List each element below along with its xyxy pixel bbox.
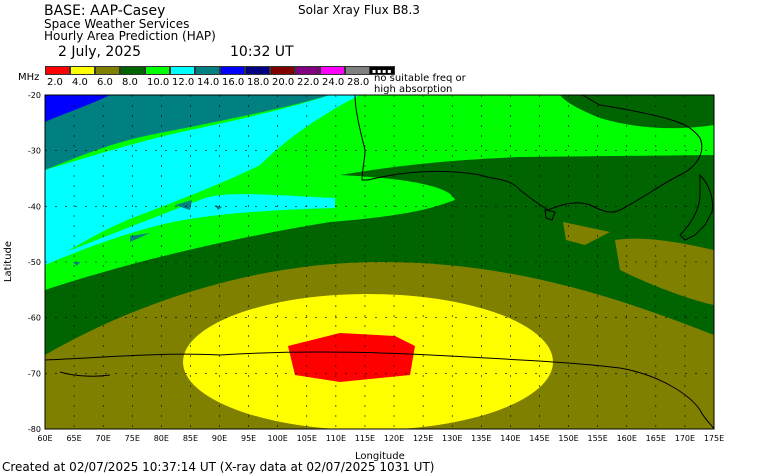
legend-swatch <box>45 66 70 75</box>
legend-swatch <box>70 66 95 75</box>
legend-swatch <box>270 66 295 75</box>
x-tick-label: 145E <box>529 434 549 443</box>
x-tick-label: 150E <box>558 434 578 443</box>
legend-swatch <box>195 66 220 75</box>
legend-label: 16.0 <box>222 77 245 88</box>
legend-label: 6.0 <box>97 77 113 88</box>
x-tick-label: 95E <box>241 434 256 443</box>
x-tick-label: 75E <box>125 434 140 443</box>
x-tick-label: 105E <box>297 434 317 443</box>
y-tick-label: -80 <box>28 425 41 434</box>
x-tick-label: 90E <box>212 434 227 443</box>
solar-xray-flux: Solar Xray Flux B8.3 <box>298 3 420 17</box>
band-16mhz <box>45 95 110 122</box>
legend-swatch <box>95 66 120 75</box>
legend-label: 4.0 <box>72 77 88 88</box>
legend-label: 10.0 <box>147 77 170 88</box>
legend-label: 8.0 <box>122 77 138 88</box>
y-tick-label: -20 <box>28 91 41 100</box>
antarctica-coast <box>45 351 714 429</box>
legend-swatch <box>120 66 145 75</box>
base-title: BASE: AAP-Casey <box>44 3 166 19</box>
service-name: Space Weather Services <box>44 17 190 31</box>
legend-label: 28.0 <box>347 77 370 88</box>
forecast-time: 10:32 UT <box>230 44 294 60</box>
band-14mhz <box>45 95 330 170</box>
y-axis-label: Latitude <box>3 240 15 283</box>
legend-label: 22.0 <box>297 77 320 88</box>
x-tick-label: 115E <box>355 434 375 443</box>
x-tick-label: 175E <box>704 434 724 443</box>
y-tick-label: -40 <box>28 202 41 211</box>
no-freq-swatch: ▪▪▪▪ <box>369 66 395 75</box>
legend-label: 18.0 <box>247 77 270 88</box>
no-freq-label-2: high absorption <box>374 84 453 95</box>
x-tick-label: 100E <box>268 434 288 443</box>
x-axis-label: Longitude <box>355 451 405 462</box>
legend-label: 2.0 <box>47 77 63 88</box>
legend-swatch <box>320 66 345 75</box>
grid-ticks <box>44 94 715 430</box>
legend-label: 24.0 <box>322 77 345 88</box>
x-tick-label: 155E <box>587 434 607 443</box>
y-tick-label: -50 <box>28 258 41 267</box>
x-tick-label: 160E <box>617 434 637 443</box>
x-tick-label: 80E <box>154 434 169 443</box>
legend-swatch <box>295 66 320 75</box>
x-tick-label: 135E <box>471 434 491 443</box>
x-tick-label: 125E <box>413 434 433 443</box>
y-tick-label: -60 <box>28 314 41 323</box>
y-tick-labels: -20 -30 -40 -50 -60 -70 -80 <box>28 91 41 434</box>
x-tick-label: 170E <box>675 434 695 443</box>
legend-swatch <box>220 66 245 75</box>
x-tick-label: 140E <box>500 434 520 443</box>
australia-coast <box>354 95 703 213</box>
band-2mhz <box>288 333 415 382</box>
legend-unit: MHz <box>18 72 40 83</box>
y-tick-label: -30 <box>28 147 41 156</box>
x-tick-label: 110E <box>326 434 346 443</box>
x-tick-label: 65E <box>66 434 81 443</box>
legend-swatch <box>170 66 195 75</box>
legend-label: 14.0 <box>197 77 220 88</box>
x-tick-label: 130E <box>442 434 462 443</box>
legend-label: 20.0 <box>272 77 295 88</box>
x-tick-label: 85E <box>183 434 198 443</box>
legend-label: 12.0 <box>172 77 195 88</box>
created-timestamp: Created at 02/07/2025 10:37:14 UT (X-ray… <box>2 460 435 474</box>
band-12mhz <box>45 95 360 265</box>
y-tick-label: -70 <box>28 369 41 378</box>
x-tick-label: 165E <box>646 434 666 443</box>
legend-swatch <box>145 66 170 75</box>
x-tick-label: 70E <box>96 434 111 443</box>
forecast-date: 2 July, 2025 <box>58 44 142 60</box>
product-name: Hourly Area Prediction (HAP) <box>44 29 216 43</box>
legend-swatch <box>245 66 270 75</box>
no-freq-label-1: no suitable freq or <box>374 73 466 84</box>
x-tick-label: 60E <box>37 434 52 443</box>
x-tick-labels: 60E 65E 70E 75E 80E 85E 90E 95E 100E 105E 110E 115E… <box>37 434 724 443</box>
x-tick-label: 120E <box>384 434 404 443</box>
new-zealand-coast <box>679 173 713 241</box>
